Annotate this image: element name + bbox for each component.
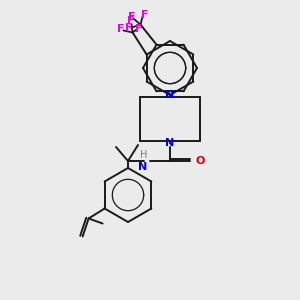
Text: F: F [125,22,132,33]
Text: H: H [140,150,147,160]
Text: F: F [135,23,142,34]
Text: F: F [117,25,124,34]
Text: F: F [141,10,148,20]
Text: N: N [138,162,147,172]
Text: F: F [127,16,134,26]
Text: O: O [196,156,206,166]
Text: N: N [165,138,175,148]
Text: F: F [128,12,135,22]
Text: N: N [165,90,175,100]
